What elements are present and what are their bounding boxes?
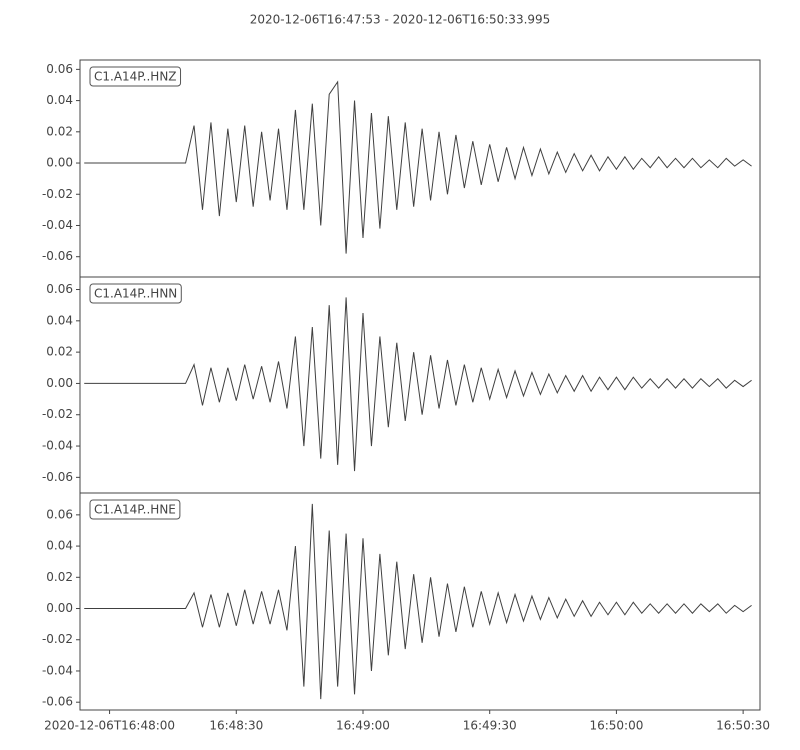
x-tick-label: 16:50:00 (589, 719, 643, 733)
y-tick-label: -0.06 (42, 249, 73, 263)
y-tick-label: -0.04 (42, 663, 73, 677)
y-tick-label: 0.06 (46, 507, 73, 521)
y-tick-label: -0.06 (42, 470, 73, 484)
y-tick-label: -0.04 (42, 439, 73, 453)
x-tick-label: 2020-12-06T16:48:00 (44, 719, 175, 733)
y-tick-label: 0.02 (46, 570, 73, 584)
waveform (84, 503, 752, 700)
y-tick-label: 0.00 (46, 376, 73, 390)
trace-label-box (89, 66, 182, 87)
y-tick-label: -0.06 (42, 695, 73, 709)
x-tick-label: 16:49:30 (463, 719, 517, 733)
trace-label: C1.A14P..HNN (94, 287, 177, 301)
panel-frame (79, 492, 761, 711)
trace-label-box (89, 499, 181, 520)
waveform (84, 297, 752, 472)
y-tick-label: 0.02 (46, 124, 73, 138)
y-tick-label: 0.04 (46, 313, 73, 327)
y-tick-label: -0.02 (42, 632, 73, 646)
trace-label-box (89, 283, 182, 304)
figure-title: 2020-12-06T16:47:53 - 2020-12-06T16:50:3… (250, 13, 551, 27)
y-tick-label: 0.06 (46, 282, 73, 296)
y-tick-label: -0.02 (42, 407, 73, 421)
waveform (84, 80, 752, 254)
y-tick-label: 0.02 (46, 345, 73, 359)
trace-label: C1.A14P..HNE (94, 503, 176, 517)
y-tick-label: 0.00 (46, 601, 73, 615)
y-tick-label: 0.00 (46, 156, 73, 170)
x-tick-label: 16:49:00 (336, 719, 390, 733)
x-tick-label: 16:48:30 (209, 719, 263, 733)
panel-frame (79, 276, 761, 494)
y-tick-label: 0.06 (46, 62, 73, 76)
y-tick-label: -0.04 (42, 218, 73, 232)
y-tick-label: -0.02 (42, 187, 73, 201)
trace-label: C1.A14P..HNZ (94, 70, 177, 84)
y-tick-label: 0.04 (46, 539, 73, 553)
panel-frame (79, 59, 761, 278)
x-tick-label: 16:50:30 (716, 719, 770, 733)
y-tick-label: 0.04 (46, 93, 73, 107)
